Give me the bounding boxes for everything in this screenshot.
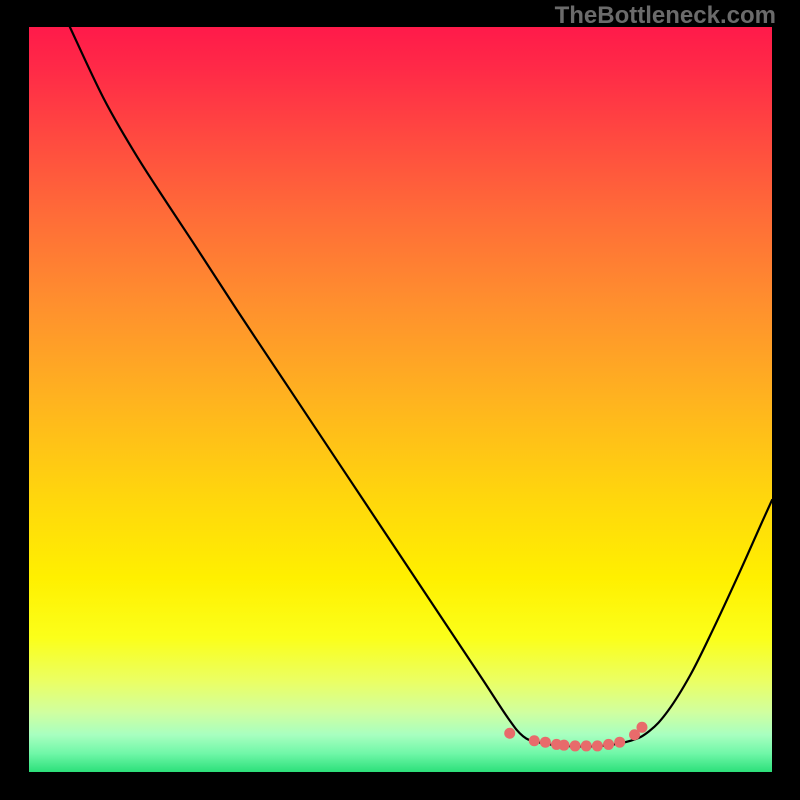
- optimal-marker: [636, 722, 647, 733]
- curve-svg: [29, 27, 772, 772]
- plot-area: [29, 27, 772, 772]
- optimal-marker: [540, 737, 551, 748]
- optimal-marker: [504, 728, 515, 739]
- optimal-marker: [603, 739, 614, 750]
- optimal-marker: [592, 740, 603, 751]
- watermark-text: TheBottleneck.com: [555, 2, 776, 30]
- optimal-marker: [570, 740, 581, 751]
- bottleneck-curve: [70, 27, 772, 747]
- optimal-marker: [581, 740, 592, 751]
- optimal-marker: [529, 735, 540, 746]
- optimal-marker: [614, 737, 625, 748]
- chart-container: TheBottleneck.com: [0, 0, 800, 800]
- optimal-marker: [558, 740, 569, 751]
